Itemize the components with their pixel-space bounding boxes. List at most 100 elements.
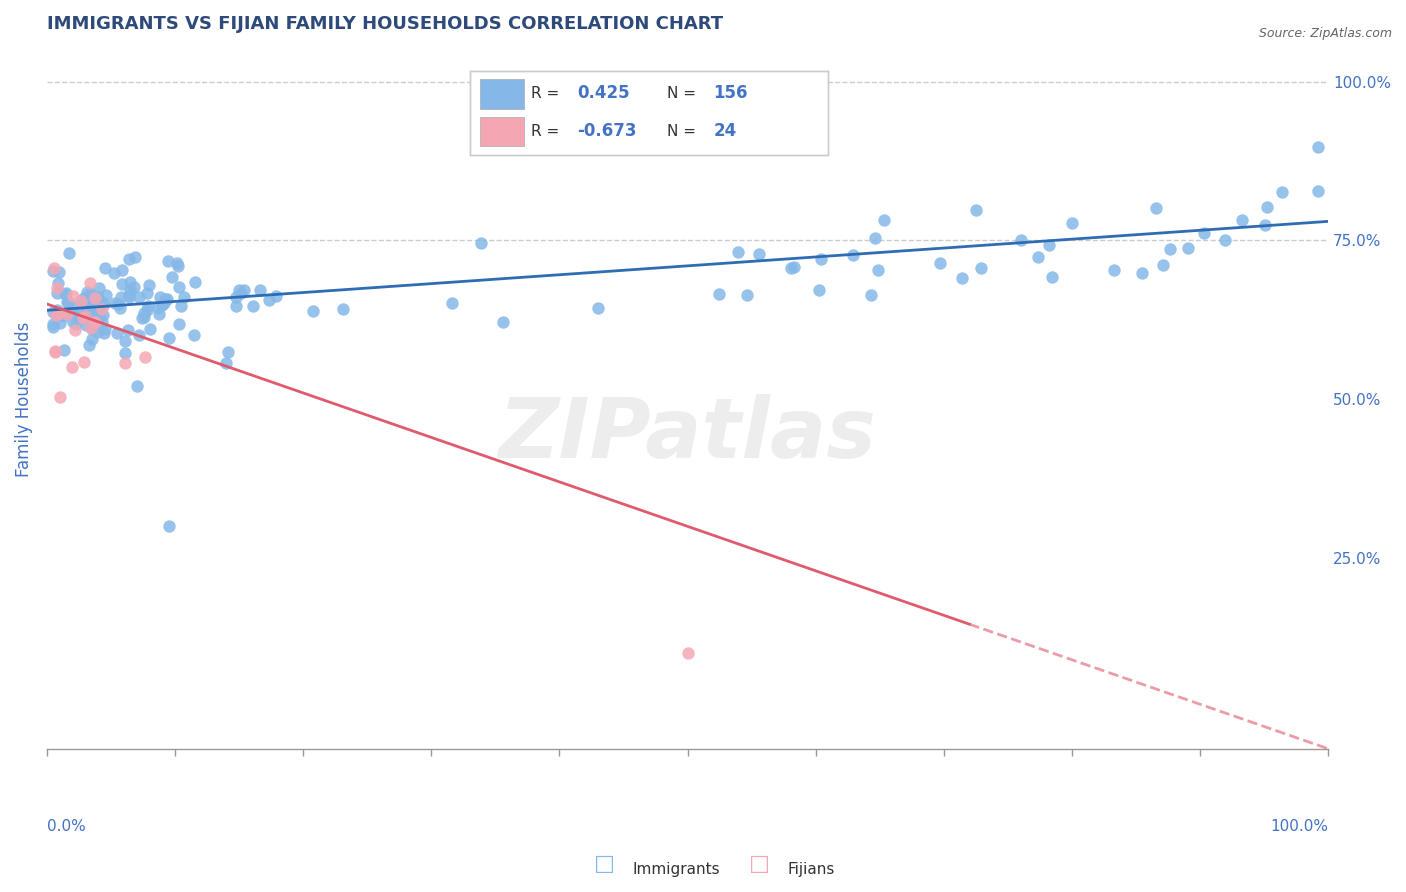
Point bbox=[111, 262, 134, 277]
Point bbox=[111, 277, 134, 291]
Point bbox=[48, 265, 70, 279]
Point bbox=[807, 284, 830, 298]
Point bbox=[93, 297, 115, 311]
Point bbox=[128, 328, 150, 343]
Point bbox=[42, 263, 65, 277]
Point bbox=[77, 337, 100, 351]
Point bbox=[55, 285, 77, 300]
Point bbox=[51, 307, 73, 321]
Point bbox=[136, 286, 159, 301]
Point bbox=[45, 285, 67, 300]
Point bbox=[83, 315, 105, 329]
Point bbox=[80, 322, 103, 336]
Point bbox=[969, 260, 991, 275]
Point bbox=[110, 290, 132, 304]
Point bbox=[1028, 250, 1050, 264]
Point bbox=[45, 308, 67, 322]
Point bbox=[118, 275, 141, 289]
Point bbox=[75, 318, 97, 332]
Point bbox=[45, 308, 67, 322]
Point bbox=[146, 301, 169, 315]
Point bbox=[160, 270, 183, 285]
Point bbox=[93, 326, 115, 340]
Point bbox=[332, 301, 354, 316]
Point bbox=[155, 292, 177, 306]
Point bbox=[866, 262, 889, 277]
Point bbox=[1306, 184, 1329, 198]
Point bbox=[73, 307, 96, 321]
Point bbox=[103, 296, 125, 310]
Point bbox=[87, 291, 110, 305]
Point bbox=[242, 299, 264, 313]
Point bbox=[49, 317, 72, 331]
Point bbox=[91, 309, 114, 323]
Point bbox=[148, 307, 170, 321]
Point bbox=[70, 293, 93, 307]
Point bbox=[1152, 258, 1174, 272]
Point bbox=[90, 302, 112, 317]
Point bbox=[737, 288, 759, 302]
Point bbox=[79, 277, 101, 291]
Point bbox=[52, 309, 75, 323]
Point bbox=[157, 331, 180, 345]
Point bbox=[42, 305, 65, 319]
Point bbox=[62, 315, 84, 329]
Y-axis label: Family Households: Family Households bbox=[15, 322, 32, 477]
Point bbox=[79, 286, 101, 301]
Point bbox=[136, 298, 159, 312]
Point bbox=[56, 307, 79, 321]
Point bbox=[49, 306, 72, 320]
Point bbox=[58, 245, 80, 260]
Point bbox=[63, 308, 86, 322]
Point bbox=[1271, 186, 1294, 200]
Point bbox=[63, 323, 86, 337]
Text: Immigrants: Immigrants bbox=[633, 863, 720, 877]
Point bbox=[217, 345, 239, 359]
Point bbox=[131, 310, 153, 325]
Point bbox=[86, 325, 108, 339]
Point bbox=[46, 302, 69, 317]
Point bbox=[46, 281, 69, 295]
Point bbox=[87, 309, 110, 323]
Point bbox=[225, 290, 247, 304]
Point bbox=[114, 345, 136, 359]
Point bbox=[184, 275, 207, 289]
Point bbox=[93, 260, 115, 275]
Point bbox=[84, 291, 107, 305]
Point bbox=[90, 315, 112, 329]
Point bbox=[1040, 269, 1063, 284]
Point bbox=[173, 290, 195, 304]
Point bbox=[727, 244, 749, 259]
Point bbox=[301, 304, 323, 318]
Point bbox=[228, 283, 250, 297]
Text: Fijians: Fijians bbox=[787, 863, 835, 877]
Point bbox=[1194, 226, 1216, 240]
Point bbox=[157, 519, 180, 533]
Point bbox=[225, 299, 247, 313]
Point bbox=[55, 294, 77, 309]
Point bbox=[122, 280, 145, 294]
Text: Source: ZipAtlas.com: Source: ZipAtlas.com bbox=[1258, 27, 1392, 40]
Point bbox=[215, 356, 238, 370]
Point bbox=[233, 283, 256, 297]
Point bbox=[72, 297, 94, 311]
Point bbox=[103, 267, 125, 281]
Point bbox=[118, 252, 141, 266]
Point bbox=[60, 359, 83, 374]
Point bbox=[75, 308, 97, 322]
Point bbox=[105, 326, 128, 341]
Point bbox=[873, 213, 896, 227]
Point bbox=[118, 291, 141, 305]
Point bbox=[779, 260, 801, 275]
Point bbox=[676, 647, 699, 661]
Point bbox=[1010, 233, 1032, 247]
Point bbox=[841, 247, 863, 261]
Point bbox=[138, 278, 160, 293]
Point bbox=[707, 286, 730, 301]
Point bbox=[76, 304, 98, 318]
Point bbox=[82, 300, 104, 314]
Point bbox=[62, 289, 84, 303]
Point bbox=[1102, 263, 1125, 277]
Point bbox=[120, 283, 142, 297]
Point bbox=[783, 260, 806, 275]
